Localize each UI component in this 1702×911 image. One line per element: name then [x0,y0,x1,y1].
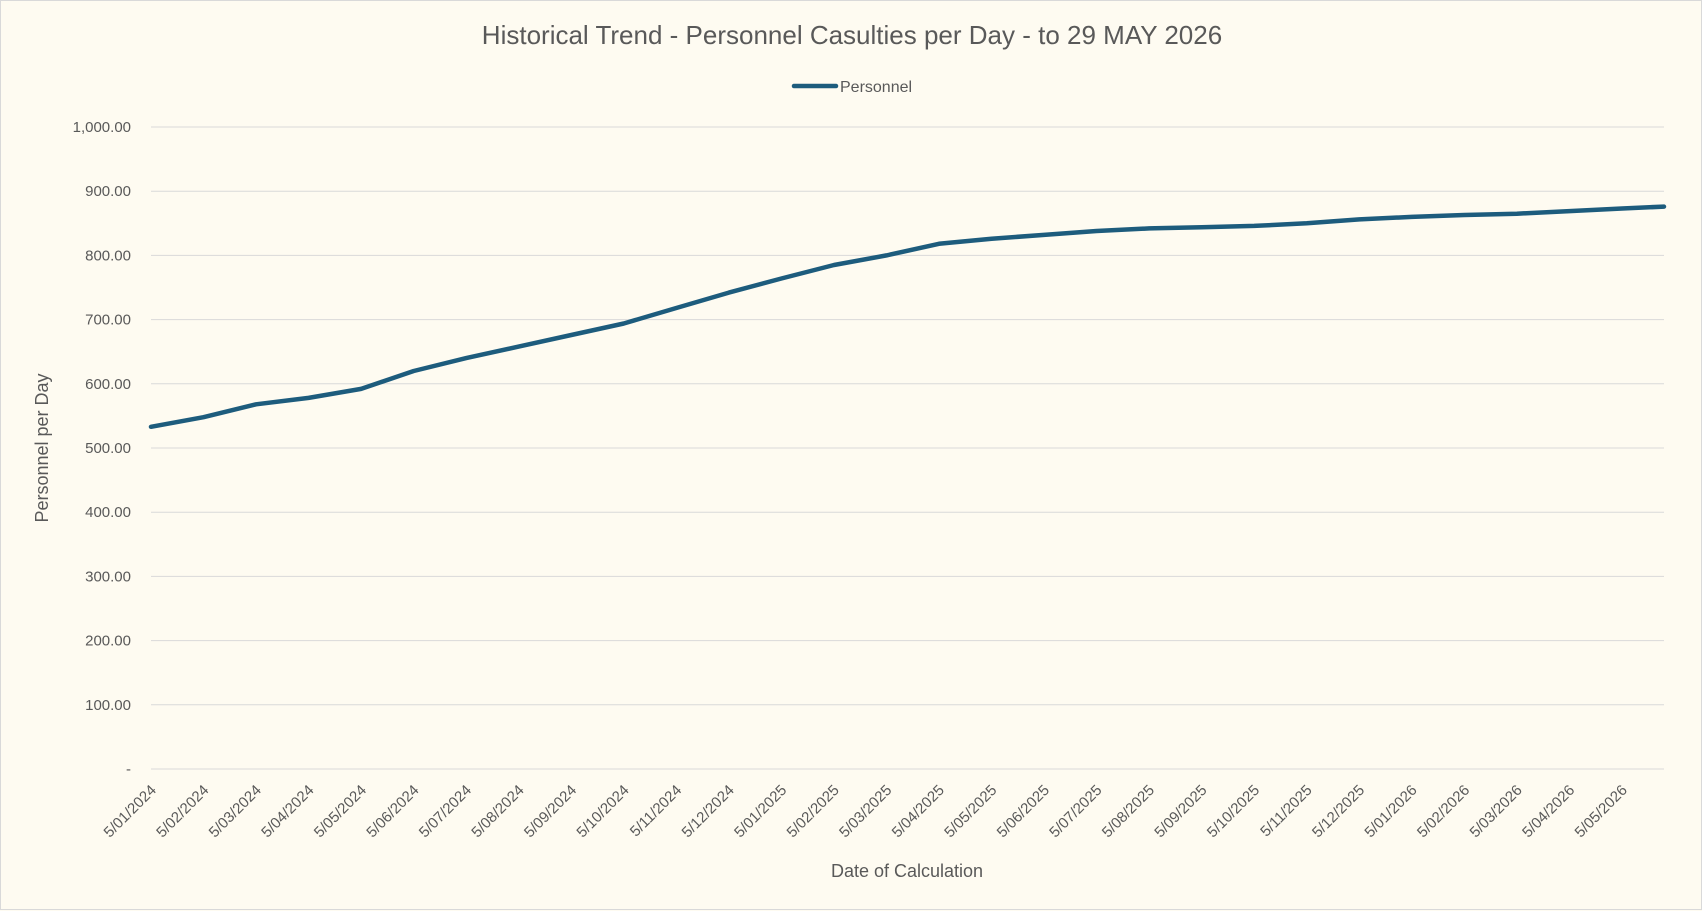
series-layer [148,204,1667,430]
x-tick-label: 5/04/2024 [258,782,317,841]
gridlines [151,126,1664,770]
x-tick-label: 5/10/2024 [573,782,632,841]
x-tick-label: 5/01/2024 [101,782,160,841]
y-tick-label: 700.00 [85,312,131,329]
legend-label-personnel: Personnel [840,79,912,96]
legend: Personnel [791,79,912,96]
x-tick-label: 5/03/2025 [836,782,895,841]
x-tick-label: 5/02/2025 [784,782,843,841]
x-axis-ticks: 5/01/20245/02/20245/03/20245/04/20245/05… [101,782,1631,841]
y-tick-label: 600.00 [85,376,131,393]
x-tick-label: 5/03/2026 [1467,782,1526,841]
x-tick-label: 5/08/2025 [1099,782,1158,841]
x-tick-label: 5/05/2024 [311,782,370,841]
x-tick-label: 5/05/2025 [941,782,1000,841]
x-tick-label: 5/02/2026 [1414,782,1473,841]
x-tick-label: 5/07/2024 [416,782,475,841]
y-tick-label: 1,000.00 [73,119,131,136]
x-tick-label: 5/06/2025 [994,782,1053,841]
x-axis-title: Date of Calculation [831,861,983,881]
x-tick-label: 5/04/2026 [1519,782,1578,841]
y-tick-label: 400.00 [85,504,131,521]
y-axis-ticks: - 100.00 200.00 300.00 400.00 500.00 600.00 700… [73,119,131,778]
x-tick-label: 5/12/2024 [679,782,738,841]
x-tick-label: 5/10/2025 [1204,782,1263,841]
x-tick-label: 5/05/2026 [1572,782,1631,841]
y-tick-label: 300.00 [85,568,131,585]
y-tick-label: 900.00 [85,183,131,200]
y-tick-label: 500.00 [85,440,131,457]
chart-title: Historical Trend - Personnel Casulties p… [482,20,1222,50]
series-line-personnel [148,204,1667,430]
x-tick-label: 5/04/2025 [889,782,948,841]
x-tick-label: 5/11/2025 [1257,782,1315,840]
y-tick-label: - [126,761,131,778]
x-tick-label: 5/08/2024 [468,782,527,841]
x-tick-label: 5/02/2024 [153,782,212,841]
x-tick-label: 5/06/2024 [363,782,422,841]
x-tick-label: 5/07/2025 [1046,782,1105,841]
x-tick-label: 5/11/2024 [627,782,685,840]
x-tick-label: 5/01/2025 [731,782,790,841]
x-tick-label: 5/09/2024 [521,782,580,841]
x-tick-label: 5/09/2025 [1151,782,1210,841]
y-tick-label: 200.00 [85,633,131,650]
x-tick-label: 5/03/2024 [206,782,265,841]
y-axis-title: Personnel per Day [32,373,52,522]
x-tick-label: 5/12/2025 [1309,782,1368,841]
x-tick-label: 5/01/2026 [1361,782,1420,841]
y-tick-label: 100.00 [85,697,131,714]
y-tick-label: 800.00 [85,247,131,264]
